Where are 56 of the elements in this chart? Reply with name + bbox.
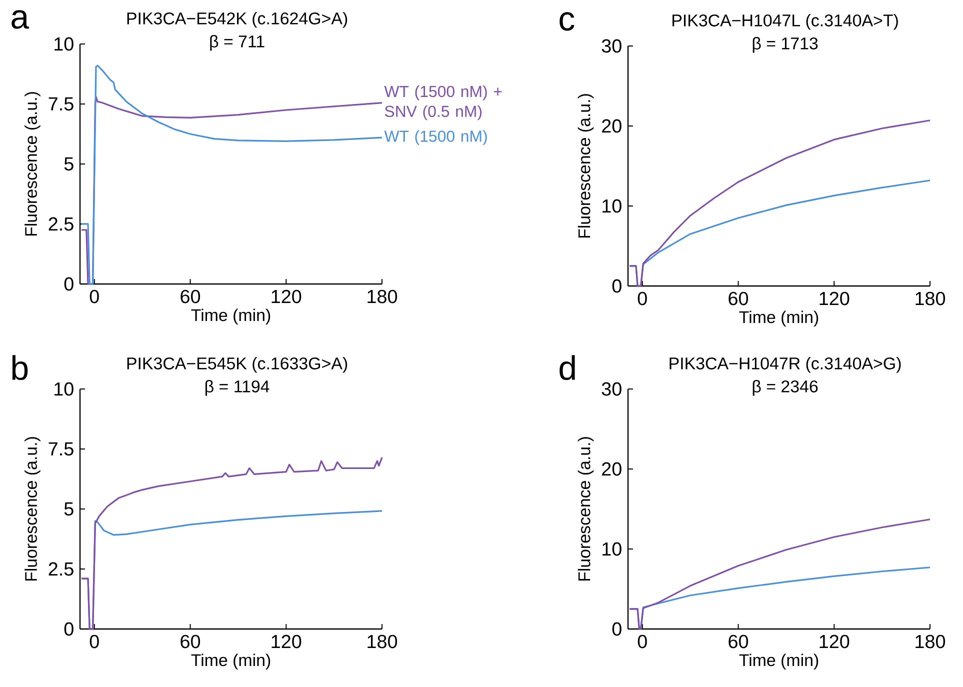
x-axis-title: Time (min) [739,654,818,670]
x-axis-title: Time (min) [191,654,270,670]
chart-title: PIK3CA−H1047L (c.3140A>T) [672,14,898,30]
y-axis-title: Fluorescence (a.u.) [578,94,594,238]
x-tick-label: 120 [272,634,302,648]
y-tick-label: 0 [612,279,622,293]
y-tick-label: 10 [602,199,622,213]
y-tick-label: 30 [602,382,622,396]
chart-subtitle: β = 711 [210,35,264,51]
x-tick-label: 60 [180,634,200,648]
y-tick-label: 20 [602,462,622,476]
x-axis-title: Time (min) [739,310,818,326]
x-tick-label: 180 [368,290,398,304]
x-tick-label: 180 [916,634,946,648]
text: c [560,12,574,31]
x-tick-label: 60 [728,292,748,306]
text: d [560,355,575,380]
y-tick-label: 7.5 [48,442,74,456]
y-tick-label: 0 [612,622,622,636]
y-tick-label: 5 [64,502,74,516]
x-tick-label: 0 [90,290,99,304]
y-tick-label: 2.5 [48,562,74,576]
y-axis-title: Fluorescence (a.u.) [24,437,40,581]
x-tick-label: 180 [916,292,946,306]
chart-subtitle: β = 1713 [752,37,818,53]
y-tick-label: 7.5 [48,97,74,111]
y-tick-label: 0 [64,622,74,636]
x-tick-label: 60 [180,290,200,304]
series-label: WT (1500 nM) + SNV (0.5 nM) [384,85,502,120]
x-tick-label: 60 [728,634,748,648]
y-tick-label: 30 [602,39,622,53]
x-tick-label: 0 [638,634,647,648]
chart-subtitle: β = 1194 [205,380,270,396]
y-tick-label: 5 [64,157,74,171]
text: a [12,10,30,29]
x-tick-label: 0 [638,292,647,306]
y-tick-label: 0 [64,277,74,291]
x-tick-label: 180 [368,634,398,648]
x-axis-title: Time (min) [191,308,270,324]
y-axis-title: Fluorescence (a.u.) [578,437,594,581]
y-tick-label: 2.5 [48,217,74,231]
y-axis-title: Fluorescence (a.u.) [24,92,40,236]
chart-title: PIK3CA−H1047R (c.3140A>G) [670,357,901,373]
x-tick-label: 120 [820,292,850,306]
chart-subtitle: β = 2346 [752,380,818,396]
y-tick-label: 10 [54,37,74,51]
x-tick-label: 120 [272,290,302,304]
chart-title: PIK3CA−E545K (c.1633G>A) [127,357,348,373]
y-tick-label: 10 [54,382,74,396]
y-tick-label: 20 [602,119,622,133]
chart-title: PIK3CA−E542K (c.1624G>A) [127,12,348,28]
series-label: WT (1500 nM) [384,130,487,146]
text: b [12,355,28,380]
x-tick-label: 0 [90,634,99,648]
x-tick-label: 120 [820,634,850,648]
y-tick-label: 10 [602,542,622,556]
